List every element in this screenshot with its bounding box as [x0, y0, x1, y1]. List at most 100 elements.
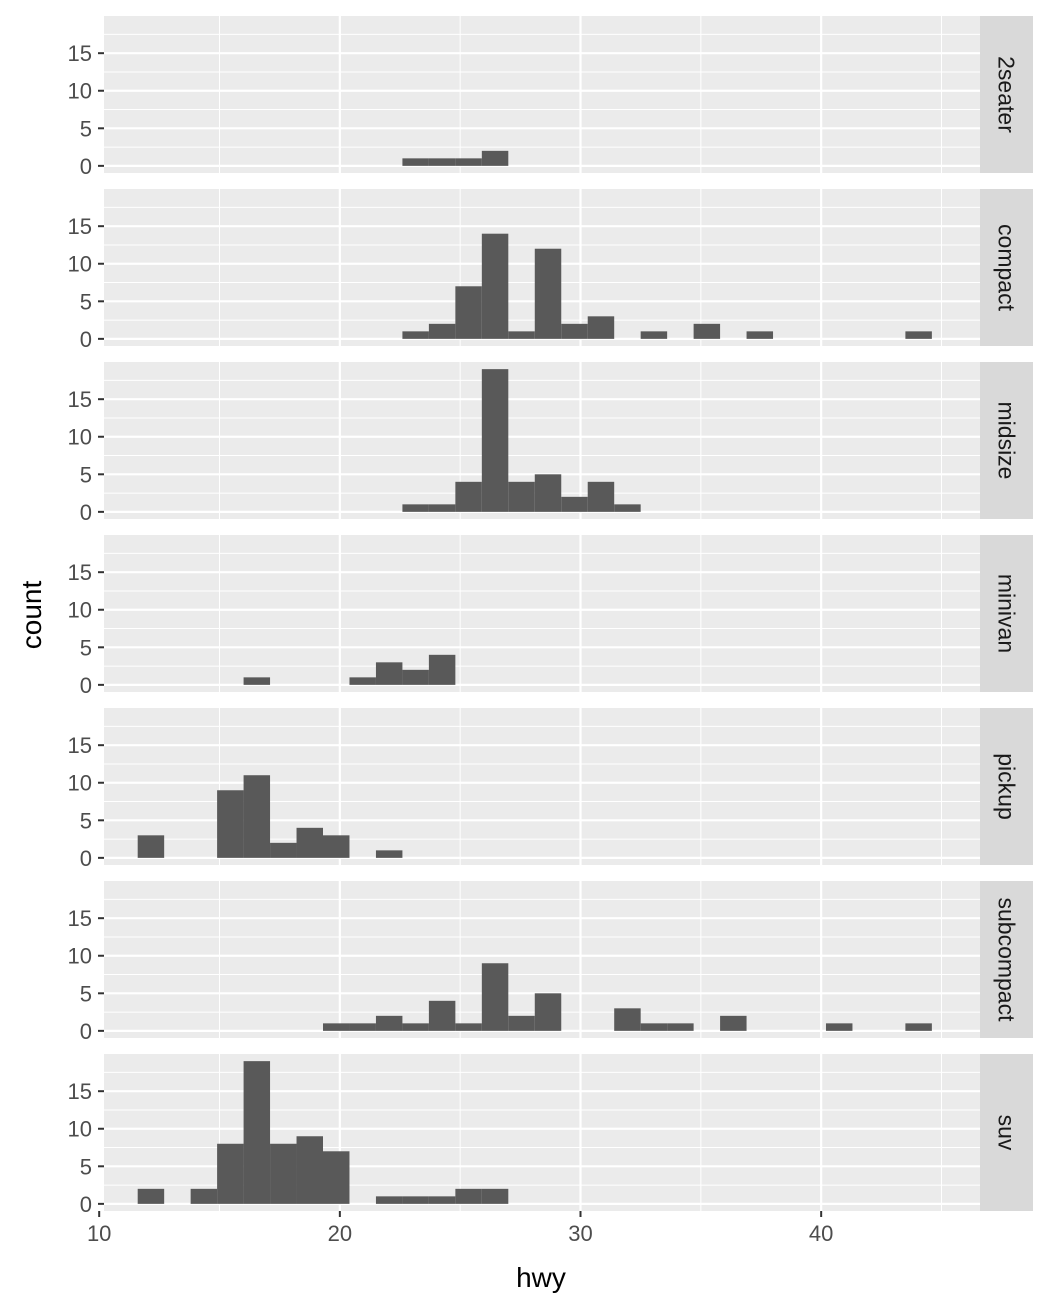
- histogram-bar: [323, 1023, 350, 1031]
- histogram-bar: [243, 677, 271, 685]
- histogram-bar: [190, 1188, 218, 1204]
- y-tick-label: 10: [68, 1117, 92, 1142]
- facet-strip: [980, 189, 1033, 346]
- facet-strip: [980, 535, 1033, 692]
- histogram-bar: [402, 669, 429, 685]
- histogram-bar: [455, 481, 482, 512]
- histogram-bar: [428, 158, 456, 166]
- facet-strip-label: 2seater: [994, 56, 1020, 133]
- histogram-bar: [720, 1015, 747, 1031]
- histogram-bar: [217, 790, 244, 858]
- histogram-bar: [402, 1196, 429, 1204]
- y-tick-label: 15: [68, 560, 92, 585]
- y-tick-label: 5: [80, 462, 92, 487]
- histogram-bar: [296, 1136, 323, 1204]
- histogram-bar: [455, 158, 482, 166]
- y-axis-title: count: [16, 581, 47, 650]
- histogram-bar: [587, 316, 615, 339]
- x-tick-label: 10: [87, 1221, 111, 1246]
- y-tick-label: 0: [80, 500, 92, 525]
- y-tick-label: 15: [68, 41, 92, 66]
- facet-panel-subcompact: 0 5 10 15 subcompact: [68, 881, 1033, 1044]
- panel-background: [104, 535, 980, 692]
- histogram-bar: [349, 677, 376, 685]
- histogram-bar: [534, 474, 562, 512]
- histogram-bar: [243, 775, 271, 858]
- y-tick-label: 5: [80, 635, 92, 660]
- histogram-bar: [587, 481, 615, 512]
- histogram-bar: [428, 323, 456, 339]
- histogram-bar: [614, 1008, 641, 1031]
- histogram-bar: [323, 835, 350, 858]
- histogram-bar: [296, 827, 323, 858]
- histogram-bar: [270, 842, 297, 858]
- y-tick-label: 0: [80, 673, 92, 698]
- histogram-bar: [217, 1143, 244, 1204]
- histogram-bar: [481, 1188, 509, 1204]
- y-tick-label: 5: [80, 1154, 92, 1179]
- x-tick-label: 40: [809, 1221, 833, 1246]
- histogram-bar: [375, 1015, 403, 1031]
- y-tick-label: 10: [68, 598, 92, 623]
- histogram-bar: [137, 835, 165, 858]
- histogram-bar: [349, 1023, 376, 1031]
- histogram-bar: [137, 1188, 165, 1204]
- histogram-bar: [534, 248, 562, 339]
- y-tick-label: 10: [68, 425, 92, 450]
- facet-panel-minivan: 0 5 10 15 minivan: [68, 535, 1033, 698]
- facet-panel-pickup: 0 5 10 15 pickup: [68, 708, 1033, 871]
- histogram-bar: [481, 150, 509, 166]
- histogram-bar: [375, 850, 403, 858]
- histogram-bar: [534, 993, 562, 1031]
- histogram-bar: [243, 1061, 271, 1204]
- facet-panel-midsize: 0 5 10 15 midsize: [68, 362, 1033, 525]
- histogram-bar: [481, 369, 509, 512]
- y-tick-label: 15: [68, 733, 92, 758]
- facet-panel-suv: 0 5 10 15 suv: [68, 1054, 1033, 1217]
- x-tick-label: 30: [568, 1221, 592, 1246]
- facet-panel-2seater: 0 5 10 15 2seater: [68, 16, 1033, 179]
- histogram-bar: [375, 662, 403, 685]
- histogram-bar: [375, 1196, 403, 1204]
- histogram-bar: [508, 481, 535, 512]
- histogram-bar: [402, 331, 429, 339]
- x-axis-title: hwy: [516, 1262, 566, 1293]
- facet-strip: [980, 708, 1033, 865]
- histogram-bar: [561, 496, 588, 512]
- facet-strip-label: minivan: [994, 574, 1020, 653]
- facet-strip: [980, 881, 1033, 1038]
- y-tick-label: 15: [68, 387, 92, 412]
- y-tick-label: 10: [68, 252, 92, 277]
- x-tick-label: 20: [328, 1221, 352, 1246]
- histogram-bar: [402, 158, 429, 166]
- histogram-bar: [428, 504, 456, 512]
- y-tick-label: 5: [80, 981, 92, 1006]
- facet-strip: [980, 16, 1033, 173]
- facet-strip-label: suv: [994, 1115, 1020, 1151]
- histogram-bar: [905, 331, 932, 339]
- histogram-bar: [825, 1023, 853, 1031]
- facet-strip-label: compact: [994, 224, 1020, 312]
- histogram-bar: [746, 331, 774, 339]
- facet-strip-label: midsize: [994, 402, 1020, 480]
- y-tick-label: 10: [68, 944, 92, 969]
- y-tick-label: 0: [80, 846, 92, 871]
- histogram-bar: [905, 1023, 932, 1031]
- facet-strip-label: pickup: [994, 753, 1020, 819]
- facet-strip: [980, 362, 1033, 519]
- y-tick-label: 0: [80, 1192, 92, 1217]
- histogram-bar: [481, 963, 509, 1031]
- histogram-bar: [455, 1188, 482, 1204]
- histogram-bar: [508, 1015, 535, 1031]
- histogram-bar: [428, 654, 456, 685]
- y-tick-label: 0: [80, 1019, 92, 1044]
- y-tick-label: 0: [80, 154, 92, 179]
- y-tick-label: 5: [80, 116, 92, 141]
- panel-background: [104, 16, 980, 173]
- histogram-bar: [614, 504, 641, 512]
- histogram-bar: [693, 323, 721, 339]
- histogram-bar: [455, 286, 482, 339]
- histogram-bar: [402, 504, 429, 512]
